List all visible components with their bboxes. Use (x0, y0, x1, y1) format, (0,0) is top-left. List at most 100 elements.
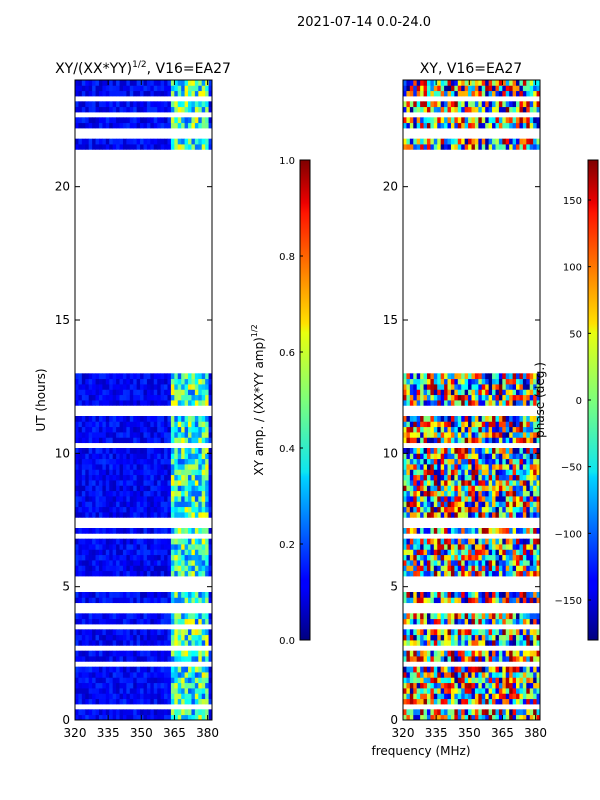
heatmap-cell (177, 693, 182, 700)
heatmap-cell (146, 448, 151, 454)
heatmap-cell (153, 640, 158, 646)
heatmap-cell (140, 528, 144, 534)
heatmap-cell (198, 634, 203, 641)
heatmap-cell (403, 458, 407, 465)
heatmap-cell (430, 640, 435, 646)
heatmap-cell (160, 426, 165, 433)
heatmap-cell (167, 672, 172, 678)
heatmap-cell (105, 373, 110, 380)
heatmap-cell (454, 570, 459, 577)
heatmap-cell (170, 565, 175, 572)
heatmap-cell (95, 688, 100, 694)
heatmap-cell (98, 618, 103, 625)
heatmap-cell (457, 416, 462, 422)
heatmap-cell (471, 618, 476, 625)
heatmap-cell (177, 597, 182, 604)
heatmap-cell (122, 480, 127, 486)
heatmap-cell (423, 432, 428, 438)
heatmap-cell (194, 565, 199, 572)
heatmap-cell (492, 138, 496, 145)
heatmap-cell (105, 698, 110, 705)
heatmap-cell (526, 677, 531, 684)
heatmap-cell (457, 506, 462, 513)
heatmap-cell (533, 416, 537, 422)
heatmap-cell (481, 384, 486, 390)
heatmap-cell (102, 394, 107, 401)
heatmap-cell (75, 464, 79, 470)
heatmap-cell (92, 693, 96, 700)
heatmap-cell (522, 485, 527, 492)
heatmap-cell (512, 464, 517, 470)
heatmap-cell (119, 709, 124, 716)
heatmap-cell (102, 90, 107, 97)
heatmap-cell (457, 384, 462, 390)
heatmap-cell (461, 672, 466, 678)
heatmap-cell (468, 394, 472, 401)
heatmap-cell (75, 426, 79, 433)
heatmap-cell (112, 656, 117, 662)
heatmap-cell (198, 506, 203, 513)
heatmap-cell (174, 464, 179, 470)
heatmap-cell (457, 378, 462, 385)
heatmap-cell (88, 592, 93, 598)
heatmap-cell (536, 677, 540, 684)
heatmap-cell (430, 474, 435, 481)
heatmap-cell (502, 106, 507, 113)
heatmap-cell (512, 101, 517, 108)
heatmap-cell (112, 458, 117, 465)
heatmap-cell (98, 138, 103, 145)
heatmap-cell (122, 554, 127, 561)
heatmap-cell (474, 373, 479, 380)
heatmap-cell (140, 384, 144, 390)
heatmap-cell (92, 538, 96, 545)
heatmap-cell (519, 613, 524, 620)
heatmap-cell (416, 629, 421, 636)
heatmap-cell (133, 437, 138, 444)
heatmap-cell (105, 458, 110, 465)
heatmap-cell (461, 496, 466, 502)
heatmap-cell (536, 613, 540, 620)
heatmap-cell (426, 389, 431, 396)
heatmap-cell (409, 474, 414, 481)
heatmap-cell (450, 554, 455, 561)
heatmap-cell (116, 474, 120, 481)
heatmap-cell (136, 714, 141, 720)
heatmap-cell (92, 378, 96, 385)
heatmap-cell (92, 592, 96, 598)
heatmap-cell (122, 394, 127, 401)
heatmap-cell (181, 693, 185, 700)
heatmap-cell (440, 421, 445, 428)
heatmap-cell (126, 709, 131, 716)
heatmap-cell (116, 693, 120, 700)
heatmap-cell (505, 554, 510, 561)
heatmap-cell (119, 634, 124, 641)
heatmap-cell (116, 698, 120, 705)
heatmap-cell (519, 453, 524, 460)
heatmap-cell (519, 101, 524, 108)
heatmap-cell (505, 394, 510, 401)
heatmap-cell (194, 698, 199, 705)
heatmap-cell (471, 688, 476, 694)
heatmap-cell (75, 714, 79, 720)
x-tick-label: 335 (425, 726, 448, 740)
heatmap-cell (454, 474, 459, 481)
heatmap-cell (129, 485, 134, 492)
heatmap-cell (201, 549, 206, 556)
heatmap-cell (188, 709, 192, 716)
heatmap-cell (468, 698, 472, 705)
heatmap-cell (403, 592, 407, 598)
heatmap-cell (454, 666, 459, 673)
heatmap-cell (194, 650, 199, 657)
heatmap-cell (536, 544, 540, 550)
colorbar-tick-label: 0.8 (279, 252, 295, 263)
heatmap-cell (464, 80, 469, 86)
heatmap-cell (485, 506, 490, 513)
heatmap-cell (191, 106, 196, 113)
heatmap-cell (112, 682, 117, 689)
heatmap-cell (177, 570, 182, 577)
heatmap-cell (447, 688, 452, 694)
heatmap-cell (78, 144, 83, 150)
heatmap-cell (126, 480, 131, 486)
heatmap-cell (88, 512, 93, 518)
heatmap-cell (536, 122, 540, 129)
